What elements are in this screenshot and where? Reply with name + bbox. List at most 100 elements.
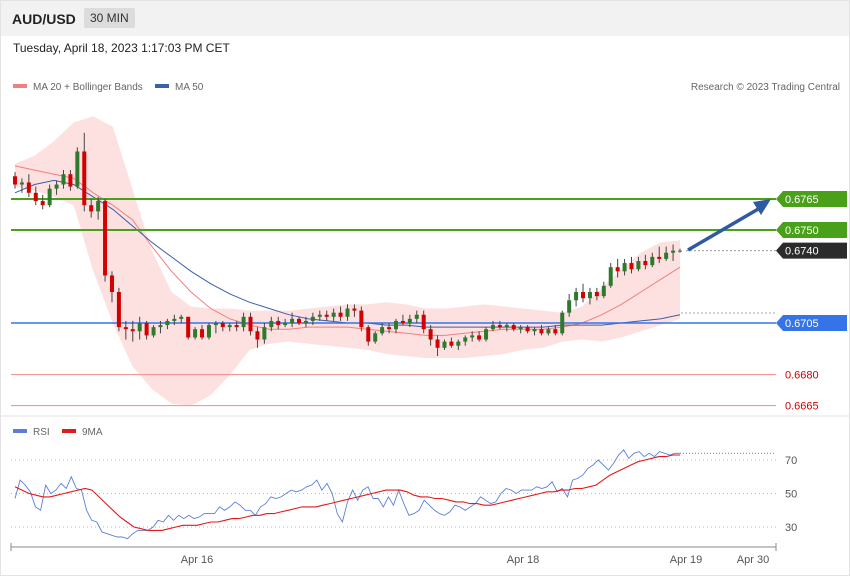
candle-body xyxy=(158,325,163,328)
candle-body xyxy=(629,263,634,270)
candle-body xyxy=(227,325,232,328)
rsi-tick-50: 50 xyxy=(785,489,797,501)
level-label-0.6665: 0.6665 xyxy=(785,401,819,413)
candle-body xyxy=(241,316,246,328)
candle-body xyxy=(449,341,454,346)
candle-body xyxy=(421,314,426,330)
rsi-legend-swatch xyxy=(13,429,27,433)
candle-body xyxy=(33,192,38,202)
candle-body xyxy=(477,335,482,340)
candle-body xyxy=(594,292,599,297)
candle-body xyxy=(435,339,440,348)
chart-header: AUD/USD 30 MIN xyxy=(1,1,849,36)
candle-body xyxy=(248,316,253,332)
candle-body xyxy=(664,252,669,259)
candle-body xyxy=(373,333,378,342)
ma9-legend-swatch xyxy=(62,429,76,433)
candle-body xyxy=(144,323,149,336)
level-tag-0.6765 xyxy=(776,191,847,207)
candle-body xyxy=(352,308,357,311)
candle-body xyxy=(331,312,336,317)
candle-body xyxy=(206,325,211,338)
candle-body xyxy=(276,320,281,326)
level-label-0.6705: 0.6705 xyxy=(785,318,819,330)
forecast-arrow-shaft xyxy=(687,206,761,252)
candle-body xyxy=(518,327,523,330)
candle-body xyxy=(400,320,405,324)
candle-body xyxy=(283,323,288,326)
level-label-0.6740: 0.6740 xyxy=(785,246,819,258)
level-label-0.6765: 0.6765 xyxy=(785,194,819,206)
rsi-line xyxy=(14,449,680,540)
timestamp: Tuesday, April 18, 2023 1:17:03 PM CET xyxy=(13,41,230,55)
x-tick-label: Apr 30 xyxy=(737,554,769,566)
candle-body xyxy=(393,320,398,330)
candle-body xyxy=(546,329,551,334)
ma50-legend-label: MA 50 xyxy=(175,82,204,93)
candle-body xyxy=(137,323,142,332)
candle-body xyxy=(103,201,108,276)
candle-body xyxy=(497,325,502,328)
candle-body xyxy=(428,329,433,340)
candle-body xyxy=(532,329,537,332)
level-tag-0.6705 xyxy=(776,315,847,332)
candle-body xyxy=(470,335,475,338)
candle-body xyxy=(290,318,295,324)
candle-body xyxy=(414,314,419,319)
candle-body xyxy=(19,182,24,185)
candle-body xyxy=(456,341,461,346)
instrument-title: AUD/USD xyxy=(12,11,76,27)
ma9-legend-label: 9MA xyxy=(82,427,103,438)
candle-body xyxy=(643,261,648,266)
candle-body xyxy=(560,312,565,334)
candle-body xyxy=(338,312,343,317)
candle-body xyxy=(116,292,121,328)
candle-body xyxy=(262,327,267,340)
candle-body xyxy=(345,308,350,317)
rsi-tick-30: 30 xyxy=(785,522,797,534)
candle-body xyxy=(213,323,218,326)
candle-body xyxy=(200,329,205,338)
candle-body xyxy=(581,292,586,299)
candle-body xyxy=(255,331,260,340)
level-tag-0.6750 xyxy=(776,222,847,239)
candle-body xyxy=(40,201,45,206)
candle-body xyxy=(220,323,225,328)
bollinger-band xyxy=(15,116,680,406)
level-tag-0.6740 xyxy=(776,242,847,259)
candle-body xyxy=(179,316,184,319)
candle-body xyxy=(442,341,447,348)
candle-body xyxy=(636,261,641,270)
candle-body xyxy=(123,327,128,330)
candle-body xyxy=(608,267,613,286)
rsi-9ma-line xyxy=(14,454,680,531)
candle-body xyxy=(75,151,80,187)
candle-body xyxy=(297,318,302,324)
candle-body xyxy=(130,329,135,332)
candle-body xyxy=(366,327,371,342)
timeframe-badge[interactable]: 30 MIN xyxy=(84,8,135,28)
candle-body xyxy=(539,329,544,334)
candle-body xyxy=(68,174,73,187)
candle-body xyxy=(525,327,530,332)
candle-body xyxy=(172,318,177,321)
candle-body xyxy=(310,316,315,321)
candle-body xyxy=(186,316,191,338)
level-label-0.6680: 0.6680 xyxy=(785,370,819,382)
candle-body xyxy=(407,318,412,324)
candle-body xyxy=(511,325,516,330)
candle-body xyxy=(671,250,676,253)
candle-body xyxy=(387,327,392,330)
candle-body xyxy=(615,267,620,272)
candle-body xyxy=(601,285,606,297)
ma20-line xyxy=(14,165,681,336)
candle-body xyxy=(13,176,17,185)
candle-body xyxy=(165,320,170,326)
candle-body xyxy=(89,205,94,212)
candle-body xyxy=(324,314,329,317)
candle-body xyxy=(574,292,579,301)
candle-body xyxy=(678,250,682,252)
candle-body xyxy=(463,337,468,342)
candle-body xyxy=(657,256,662,259)
rsi-tick-70: 70 xyxy=(785,455,797,467)
